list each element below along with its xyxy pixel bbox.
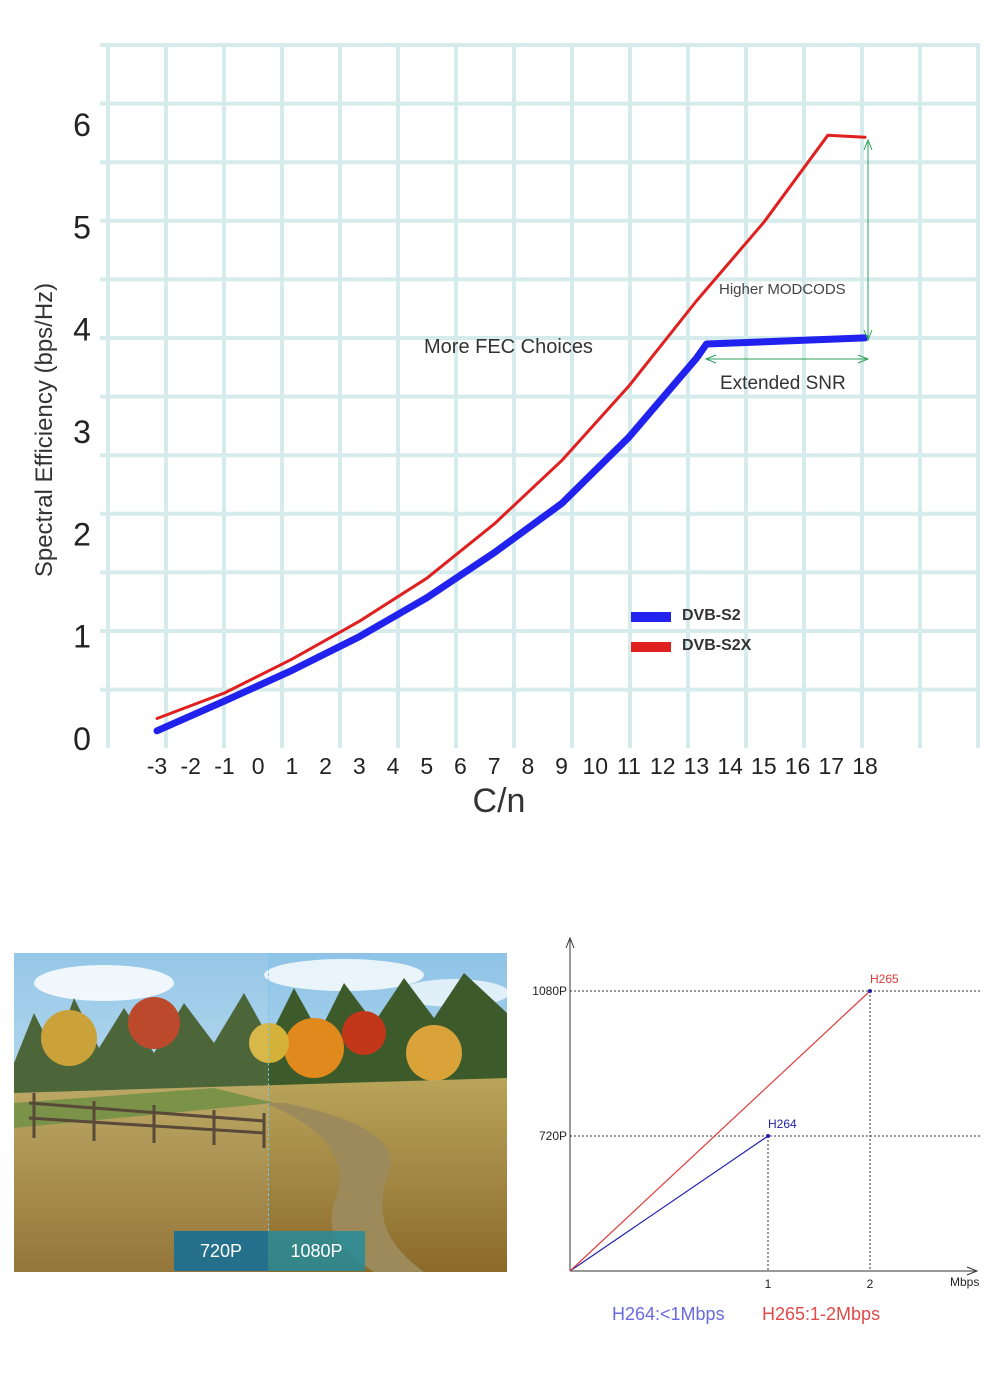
x-tick-label: 14	[717, 753, 743, 779]
codec-point-h265	[868, 989, 872, 993]
x-axis-label: C/n	[473, 782, 526, 820]
x-tick-label: 1	[285, 753, 298, 779]
series-lines	[153, 133, 869, 735]
y-tick-label: 3	[73, 414, 91, 450]
codec-x-tick-label: 1	[765, 1277, 772, 1291]
x-tick-label: 6	[454, 753, 467, 779]
series-line-dvb-s2x	[155, 133, 867, 720]
chart-grid	[100, 43, 980, 748]
x-tick-label: 4	[387, 753, 400, 779]
codec-y-tick-label: 720P	[539, 1129, 567, 1143]
codec-point-label-h265: H265	[870, 972, 899, 986]
caption-h265: H265:1-2Mbps	[762, 1304, 880, 1324]
x-tick-label: 5	[420, 753, 433, 779]
codec-y-tick-label: 1080P	[532, 984, 567, 998]
legend-label-dvb-s2: DVB-S2	[682, 607, 741, 624]
legend: DVB-S2 DVB-S2X	[631, 607, 752, 654]
codec-x-axis-label: Mbps	[950, 1275, 979, 1289]
x-tick-label: 3	[353, 753, 366, 779]
x-tick-label: 13	[684, 753, 710, 779]
codec-x-axis-arrow	[966, 1266, 979, 1276]
landscape-photo	[14, 953, 507, 1272]
higher-modcods-arrow	[863, 138, 873, 342]
y-tick-label: 5	[73, 209, 91, 245]
y-tick-label: 4	[73, 312, 91, 348]
extended-snr-arrow	[704, 354, 870, 364]
y-tick-label: 1	[73, 619, 91, 655]
legend-label-dvb-s2x: DVB-S2X	[682, 637, 752, 654]
higher-modcods-annotation: Higher MODCODS	[719, 281, 846, 298]
x-tick-label: 2	[319, 753, 332, 779]
resolution-divider	[268, 953, 269, 1231]
y-tick-label: 0	[73, 721, 91, 757]
x-tick-label: 16	[785, 753, 811, 779]
codec-y-axis-arrow	[565, 936, 575, 949]
x-tick-label: 0	[252, 753, 265, 779]
x-tick-label: 10	[582, 753, 608, 779]
codec-bitrate-chart: 720P 1080P 1 2 H264 H265 Mbps H264:<1Mbps H26…	[532, 936, 980, 1324]
x-tick-label: 17	[818, 753, 844, 779]
x-tick-label: 9	[555, 753, 568, 779]
landscape-illustration	[14, 953, 507, 1272]
more-fec-annotation: More FEC Choices	[424, 336, 593, 358]
x-tick-label: 15	[751, 753, 777, 779]
x-tick-label: 12	[650, 753, 676, 779]
y-tick-label: 2	[73, 516, 91, 552]
codec-line-h264	[569, 1135, 769, 1272]
label-720p: 720P	[174, 1231, 268, 1271]
label-1080p: 1080P	[268, 1231, 365, 1271]
legend-swatch-dvb-s2x	[631, 642, 671, 652]
x-tick-label: 7	[488, 753, 501, 779]
x-tick-label: -3	[147, 753, 167, 779]
x-tick-label: -2	[180, 753, 200, 779]
x-tick-label: 11	[617, 753, 641, 779]
y-tick-labels: 0 1 2 3 4 5 6	[73, 107, 91, 757]
codec-point-label-h264: H264	[768, 1117, 797, 1131]
codec-x-tick-label: 2	[867, 1277, 874, 1291]
x-tick-labels: -3 -2 -1 0 1 2 3 4 5 6 7 8 9 10 11 12 13 14 15 16 17 18	[147, 753, 878, 779]
x-tick-label: 18	[852, 753, 878, 779]
series-line-dvb-s2	[153, 334, 869, 735]
caption-h264: H264:<1Mbps	[612, 1304, 725, 1324]
codec-point-h264	[766, 1134, 770, 1138]
codec-line-h265	[569, 990, 871, 1272]
y-axis-label: Spectral Efficiency (bps/Hz)	[31, 283, 58, 577]
y-tick-label: 6	[73, 107, 91, 143]
legend-swatch-dvb-s2	[631, 612, 671, 622]
x-tick-label: 8	[521, 753, 534, 779]
x-tick-label: -1	[214, 753, 234, 779]
extended-snr-annotation: Extended SNR	[720, 373, 846, 394]
